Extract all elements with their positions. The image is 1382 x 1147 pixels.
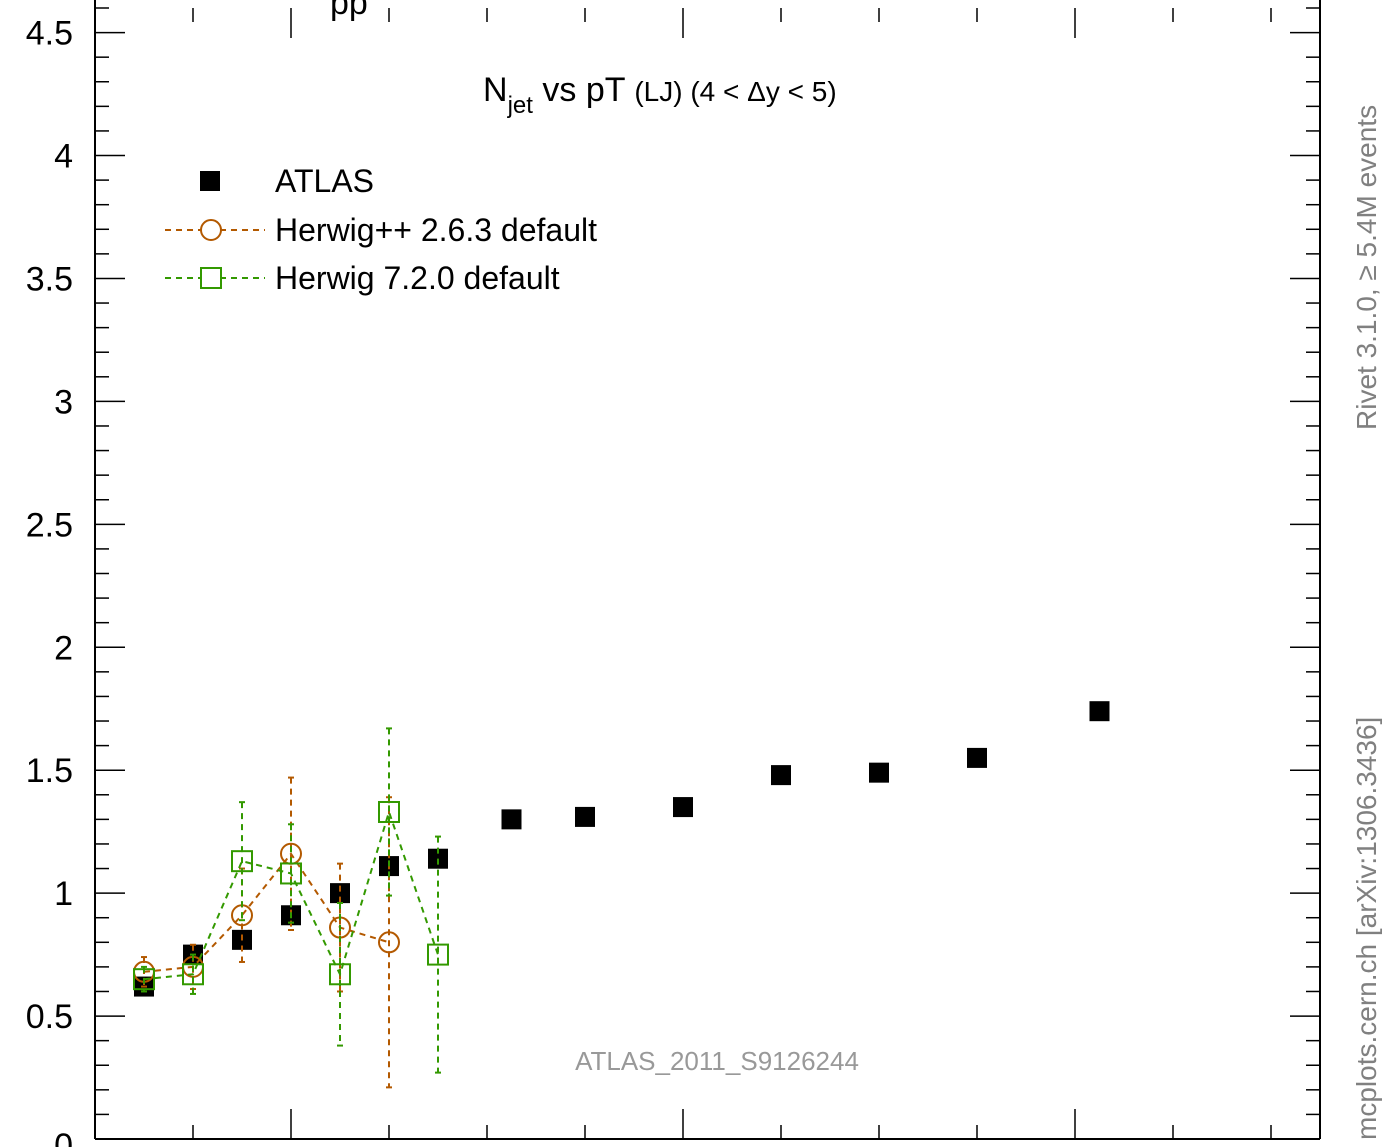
data-point <box>378 931 400 954</box>
y-tick-label: 1.5 <box>26 752 73 790</box>
title-sub: jet <box>507 92 534 119</box>
y-tick-label: 1 <box>54 875 73 913</box>
data-point <box>575 806 595 827</box>
data-point <box>231 850 253 873</box>
top-partial-label: pp <box>330 0 368 22</box>
legend-label-herwigpp: Herwig++ 2.6.3 default <box>275 212 597 248</box>
y-tick-label: 2 <box>54 629 73 667</box>
legend-marker-herwig7 <box>200 267 222 289</box>
y-tick-label: 4 <box>54 138 73 176</box>
legend-marker-atlas <box>200 171 220 191</box>
series-2 <box>133 727 449 1074</box>
data-point <box>771 765 791 786</box>
y-axis-ticks: 0.5 1 1.5 2 2.5 3 3.5 4 4.5 0 <box>26 7 1320 1147</box>
data-point <box>869 762 889 783</box>
rivet-version-text: Rivet 3.1.0, ≥ 5.4M events <box>1351 105 1382 430</box>
mcplots-source-text: mcplots.cern.ch [arXiv:1306.3436] <box>1351 717 1382 1140</box>
data-point <box>378 800 400 823</box>
title-rest: vs pT <box>533 71 634 109</box>
y-tick-label: 2.5 <box>26 506 73 544</box>
legend: ATLAS Herwig++ 2.6.3 default Herwig 7.2.… <box>165 163 597 296</box>
data-point <box>329 963 351 986</box>
chart-title: Njet vs pT (LJ) (4 < Δy < 5) <box>483 71 837 119</box>
series-0 <box>134 701 1110 997</box>
data-point <box>330 883 350 904</box>
legend-label-herwig7: Herwig 7.2.0 default <box>275 260 560 296</box>
title-main: N <box>483 71 508 109</box>
data-point <box>501 809 522 830</box>
y-tick-label: 3 <box>54 383 73 421</box>
series-line <box>143 852 390 973</box>
title-small: (LJ) (4 < Δy < 5) <box>634 76 836 107</box>
data-point <box>673 797 693 818</box>
series-1 <box>133 776 400 1089</box>
data-point <box>967 747 987 768</box>
legend-marker-herwigpp <box>200 219 222 241</box>
legend-label-atlas: ATLAS <box>275 163 374 199</box>
y-tick-label: 0.5 <box>26 998 73 1036</box>
data-point <box>182 963 204 986</box>
data-point <box>1089 701 1110 722</box>
analysis-annotation: ATLAS_2011_S9126244 <box>575 1046 859 1076</box>
y-tick-label-partial: 0 <box>54 1127 73 1147</box>
data-point <box>280 862 302 885</box>
x-axis-ticks <box>94 8 1272 1139</box>
y-tick-label: 4.5 <box>26 15 73 53</box>
data-point <box>427 943 449 966</box>
data-point <box>133 968 155 991</box>
plot-frame <box>94 0 1321 1140</box>
y-tick-label: 3.5 <box>26 260 73 298</box>
series-layer <box>133 701 1110 1089</box>
